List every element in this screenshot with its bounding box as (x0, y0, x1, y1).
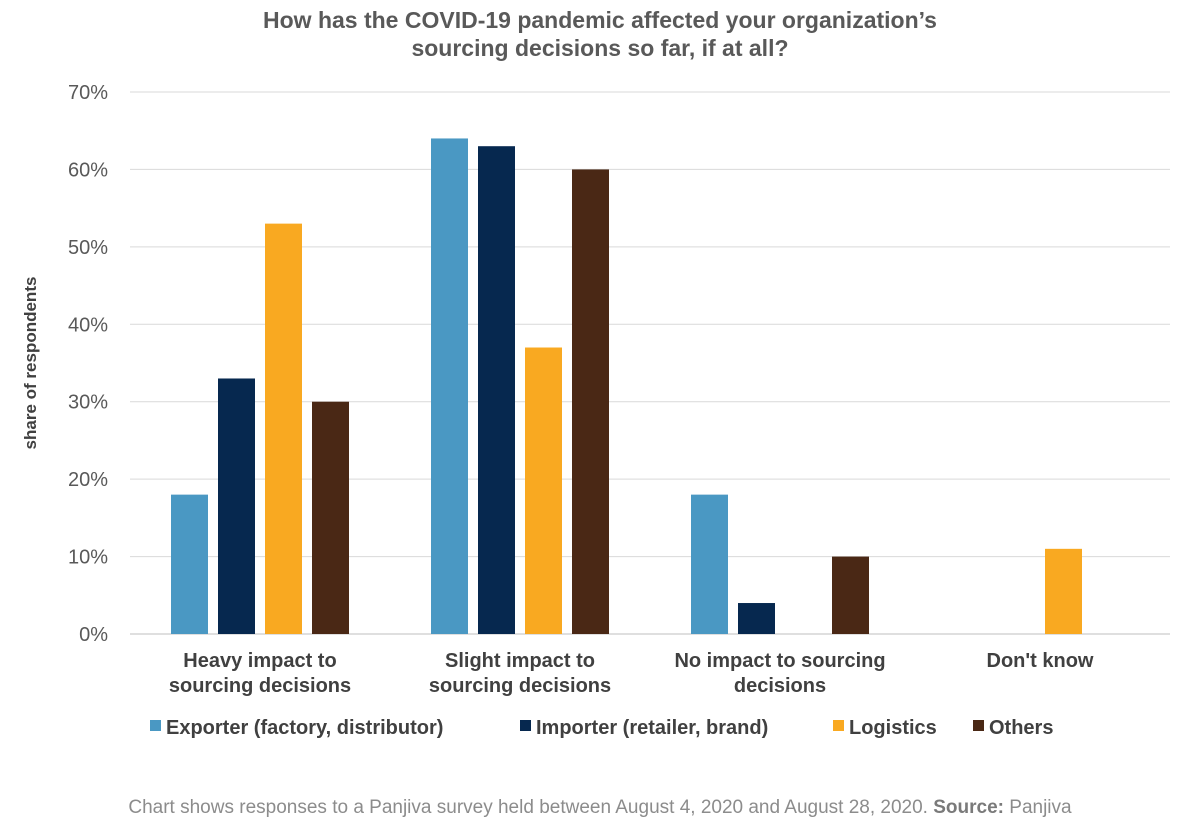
y-tick-label: 10% (68, 547, 108, 569)
bar (312, 401, 349, 634)
x-category-label: No impact to sourcing (674, 650, 885, 672)
legend-swatch (520, 720, 531, 731)
y-axis-title: share of respondents (21, 277, 40, 450)
y-tick-label: 70% (68, 82, 108, 104)
chart-title-line: How has the COVID-19 pandemic affected y… (263, 7, 937, 33)
y-tick-label: 30% (68, 392, 108, 414)
bar (1045, 548, 1082, 634)
bar (218, 378, 255, 634)
y-tick-label: 0% (79, 624, 108, 646)
bar (832, 556, 869, 634)
y-tick-label: 40% (68, 314, 108, 336)
chart: How has the COVID-19 pandemic affected y… (21, 7, 1170, 739)
footnote-text: Chart shows responses to a Panjiva surve… (128, 797, 928, 818)
y-tick-label: 20% (68, 469, 108, 491)
x-category-label: Heavy impact to (183, 650, 336, 672)
source-label: Source: (933, 797, 1004, 818)
x-category-label: sourcing decisions (169, 675, 351, 697)
legend-label: Others (989, 717, 1053, 739)
bar (431, 138, 468, 634)
legend-swatch (973, 720, 984, 731)
bar (171, 494, 208, 634)
source-value: Panjiva (1009, 797, 1072, 818)
x-category-label: Slight impact to (445, 650, 595, 672)
bar (572, 169, 609, 634)
x-category-label: Don't know (987, 650, 1094, 672)
bar (738, 603, 775, 634)
y-tick-label: 50% (68, 237, 108, 259)
bar (525, 347, 562, 634)
bar (265, 223, 302, 634)
legend-swatch (150, 720, 161, 731)
legend-label: Logistics (849, 717, 937, 739)
footnote: Chart shows responses to a Panjiva surve… (0, 797, 1200, 819)
legend-label: Exporter (factory, distributor) (166, 717, 443, 739)
bar (691, 494, 728, 634)
legend-swatch (833, 720, 844, 731)
bar (478, 146, 515, 634)
y-tick-label: 60% (68, 159, 108, 181)
x-category-label: decisions (734, 675, 826, 697)
x-category-label: sourcing decisions (429, 675, 611, 697)
legend-label: Importer (retailer, brand) (536, 717, 768, 739)
chart-title-line: sourcing decisions so far, if at all? (411, 35, 788, 61)
